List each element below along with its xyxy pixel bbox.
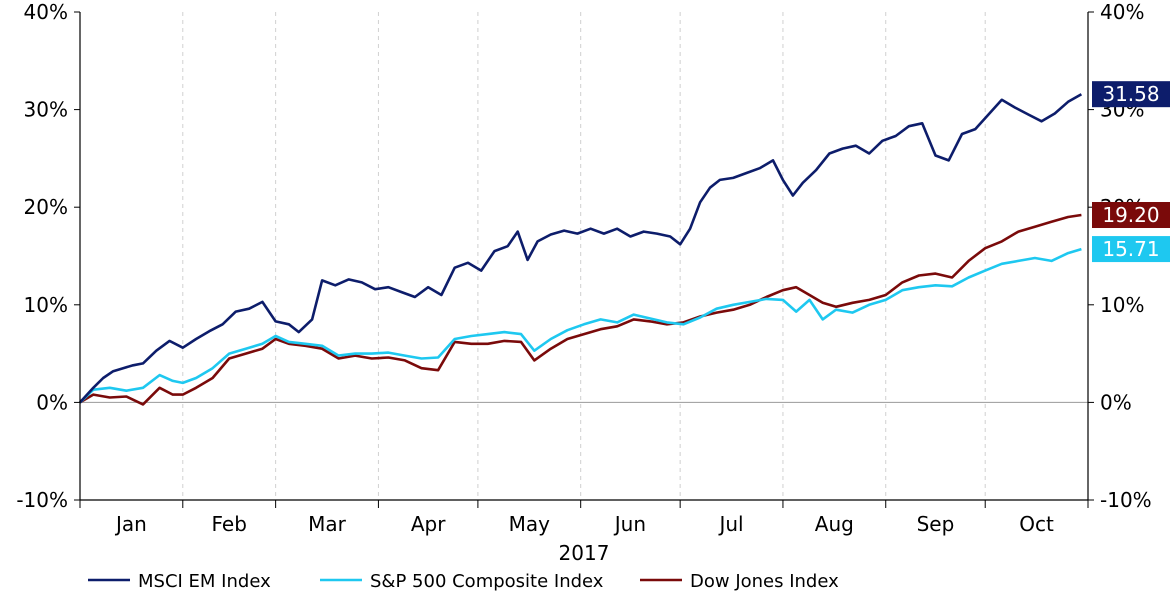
x-tick-label: Sep — [917, 512, 955, 536]
x-axis-year-label: 2017 — [559, 541, 610, 565]
legend-label: S&P 500 Composite Index — [370, 571, 604, 592]
legend: MSCI EM Index S&P 500 Composite Index Dow … — [88, 571, 839, 592]
y-tick-label-left: 20% — [24, 195, 68, 219]
x-axis-month-labels: Jan Feb Mar Apr May Jun Jul Aug Sep Oct — [114, 512, 1054, 536]
y-tick-label-left: 30% — [24, 98, 68, 122]
x-tick-label: Jun — [613, 512, 646, 536]
end-value-label: 31.58 — [1092, 81, 1170, 108]
end-value-text: 19.20 — [1102, 203, 1159, 227]
x-tick-label: Jan — [114, 512, 147, 536]
end-value-label: 19.20 — [1092, 202, 1170, 229]
series-line — [79, 247, 1082, 404]
legend-label: MSCI EM Index — [138, 571, 271, 592]
end-value-label-bg — [1092, 236, 1170, 263]
legend-label: Dow Jones Index — [690, 571, 839, 592]
end-value-label-bg — [1092, 202, 1170, 229]
x-tick-label: Jul — [717, 512, 743, 536]
y-axis-left-ticks: -10% 0% 10% 20% 30% 40% — [16, 0, 80, 512]
y-tick-label-right: 0% — [1100, 390, 1132, 414]
y-tick-label-right: 10% — [1100, 293, 1144, 317]
y-tick-label-left: 10% — [24, 293, 68, 317]
series-line — [79, 213, 1082, 406]
x-tick-label: Aug — [815, 512, 854, 536]
y-tick-label-left: -10% — [16, 488, 68, 512]
y-tick-label-right: -10% — [1100, 488, 1152, 512]
series-layer — [79, 93, 1083, 406]
x-tick-label: Oct — [1019, 512, 1054, 536]
legend-item: S&P 500 Composite Index — [320, 571, 604, 592]
end-value-text: 31.58 — [1102, 82, 1159, 106]
legend-item: MSCI EM Index — [88, 571, 271, 592]
grid-lines — [182, 12, 1089, 500]
end-value-text: 15.71 — [1102, 237, 1159, 261]
y-tick-label-right: 40% — [1100, 0, 1144, 24]
axes — [79, 12, 1089, 508]
y-tick-label-left: 0% — [36, 390, 68, 414]
x-tick-label: Mar — [308, 512, 347, 536]
end-value-label: 15.71 — [1092, 236, 1170, 263]
end-value-label-bg — [1092, 81, 1170, 108]
x-tick-label: Apr — [411, 512, 446, 536]
legend-item: Dow Jones Index — [640, 571, 839, 592]
series-line — [79, 93, 1083, 404]
x-tick-label: Feb — [211, 512, 246, 536]
y-tick-label-left: 40% — [24, 0, 68, 24]
end-value-labels: 31.58 15.71 19.20 — [1092, 81, 1170, 263]
x-tick-label: May — [509, 512, 551, 536]
